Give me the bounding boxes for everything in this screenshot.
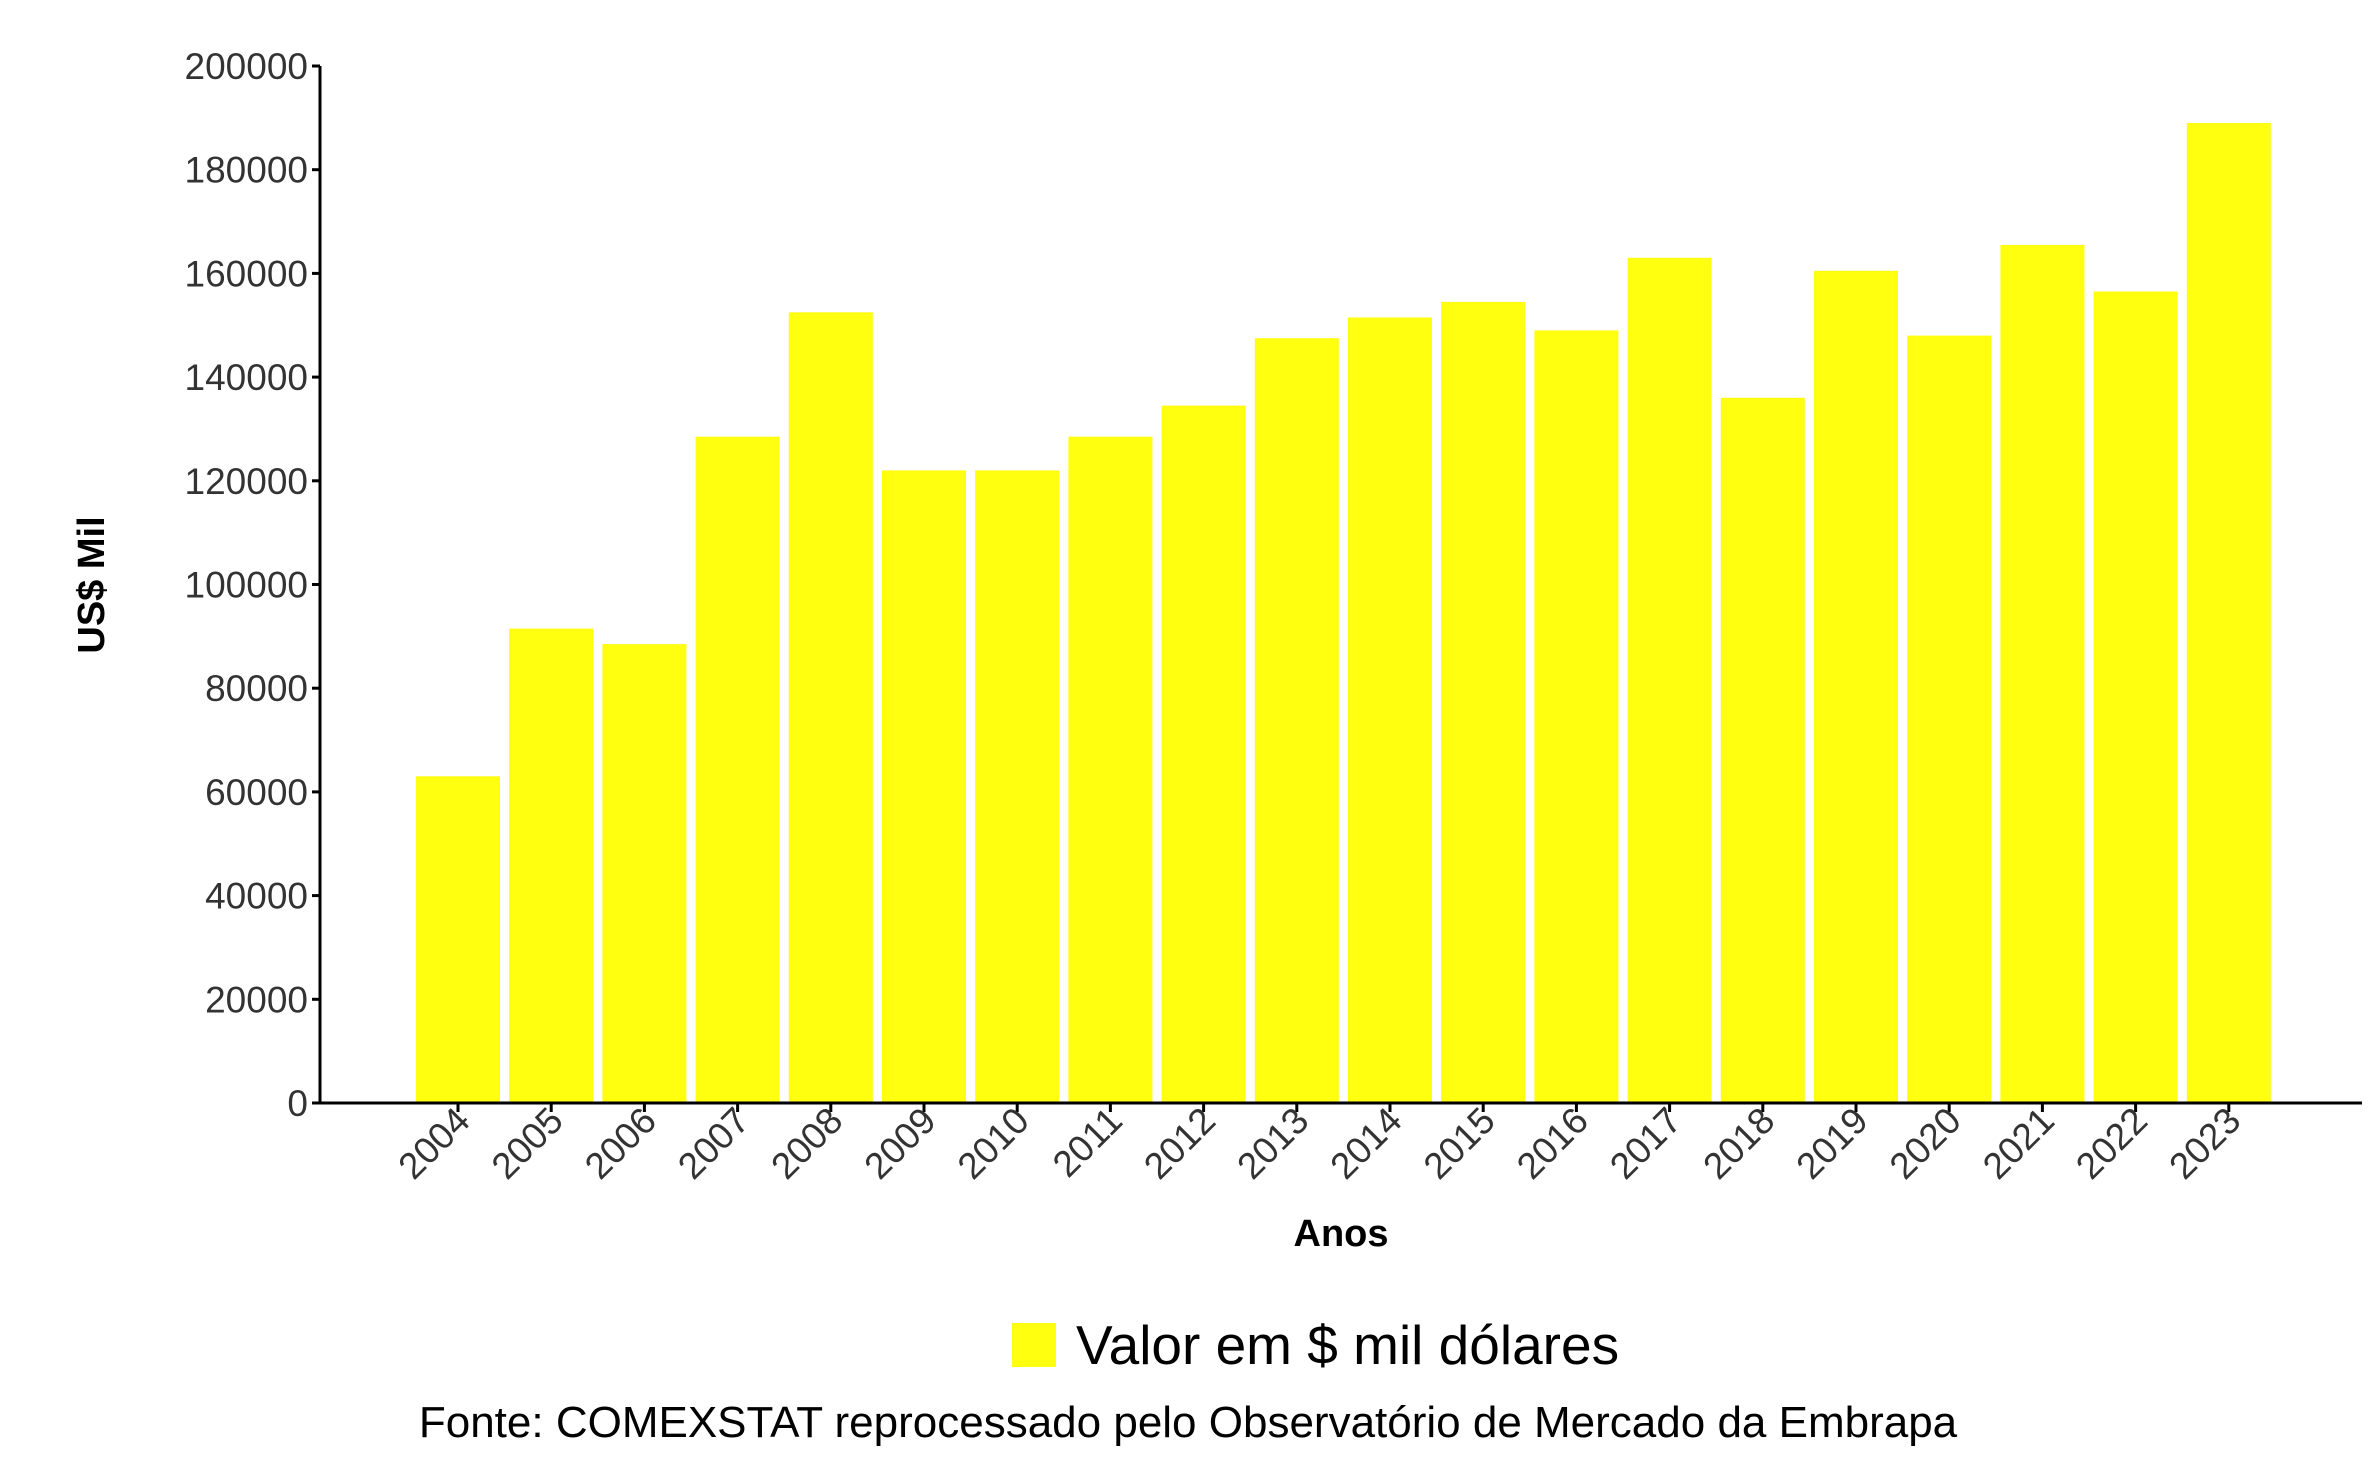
bar-2007 bbox=[695, 436, 780, 1103]
bar-2013 bbox=[1254, 338, 1339, 1103]
source-note: Fonte: COMEXSTAT reprocessado pelo Obser… bbox=[418, 1398, 1958, 1447]
x-tick-label: 2009 bbox=[856, 1100, 943, 1187]
y-tick-label: 0 bbox=[287, 1083, 308, 1124]
x-tick-label: 2022 bbox=[2068, 1100, 2155, 1187]
bar-2010 bbox=[975, 470, 1060, 1103]
bar-2005 bbox=[509, 628, 594, 1103]
bar-2015 bbox=[1441, 301, 1526, 1103]
bar-2023 bbox=[2186, 123, 2271, 1103]
y-axis-title: US$ Mil bbox=[71, 516, 113, 653]
bar-2004 bbox=[416, 776, 500, 1103]
x-tick-label: 2016 bbox=[1509, 1100, 1596, 1187]
bar-2018 bbox=[1720, 397, 1805, 1103]
x-tick-label: 2023 bbox=[2161, 1100, 2248, 1187]
legend-label: Valor em $ mil dólares bbox=[1076, 1314, 1620, 1376]
y-tick-label: 180000 bbox=[185, 150, 308, 191]
bar-2017 bbox=[1627, 257, 1712, 1103]
bars-group bbox=[416, 123, 2271, 1104]
y-tick-label: 120000 bbox=[185, 461, 308, 502]
bar-2021 bbox=[2000, 244, 2085, 1103]
x-tick-label: 2005 bbox=[484, 1100, 571, 1187]
x-tick-label: 2017 bbox=[1602, 1100, 1689, 1187]
x-tick-label: 2013 bbox=[1229, 1100, 1316, 1187]
bar-2009 bbox=[882, 470, 966, 1103]
y-tick-label: 160000 bbox=[185, 253, 308, 294]
y-tick-label: 200000 bbox=[185, 46, 308, 87]
bar-2011 bbox=[1068, 436, 1153, 1103]
x-tick-label: 2020 bbox=[1882, 1100, 1969, 1187]
y-tick-label: 20000 bbox=[205, 979, 308, 1020]
x-tick-label: 2015 bbox=[1416, 1100, 1503, 1187]
legend: Valor em $ mil dólares bbox=[1012, 1310, 1619, 1380]
bar-chart: 0 20000 40000 60000 80000 100000 120000 140000 1… bbox=[71, 46, 2362, 1255]
y-tick-label: 40000 bbox=[205, 876, 308, 917]
bar-2012 bbox=[1161, 405, 1246, 1104]
x-tick-label: 2010 bbox=[950, 1100, 1037, 1187]
x-tick-label: 2018 bbox=[1695, 1100, 1782, 1187]
x-tick-label: 2019 bbox=[1788, 1100, 1875, 1187]
bar-2014 bbox=[1348, 317, 1432, 1103]
x-tick-label: 2008 bbox=[763, 1100, 850, 1187]
y-tick-label: 140000 bbox=[185, 357, 308, 398]
bar-2006 bbox=[602, 644, 687, 1103]
y-tick-label: 80000 bbox=[205, 668, 308, 709]
x-axis-ticks: 2004 2005 2006 2007 2008 2009 2010 2011 2012 2013… bbox=[390, 1100, 2248, 1187]
x-axis-title: Anos bbox=[1294, 1213, 1389, 1255]
bar-2016 bbox=[1534, 330, 1619, 1103]
x-tick-label: 2004 bbox=[390, 1100, 477, 1187]
y-tick-label: 100000 bbox=[185, 565, 308, 606]
bar-2008 bbox=[788, 312, 873, 1103]
x-tick-label: 2021 bbox=[1975, 1100, 2062, 1187]
legend-swatch bbox=[1012, 1323, 1056, 1367]
bar-2022 bbox=[2093, 291, 2178, 1103]
bar-2019 bbox=[1814, 270, 1898, 1103]
x-tick-label: 2006 bbox=[577, 1100, 664, 1187]
x-tick-label: 2011 bbox=[1045, 1100, 1130, 1185]
x-tick-label: 2007 bbox=[670, 1100, 757, 1187]
x-tick-label: 2014 bbox=[1322, 1100, 1409, 1187]
y-tick-label: 60000 bbox=[205, 772, 308, 813]
bar-2020 bbox=[1907, 335, 1992, 1104]
y-axis-ticks: 0 20000 40000 60000 80000 100000 120000 140000 1… bbox=[185, 46, 320, 1124]
x-tick-label: 2012 bbox=[1136, 1100, 1223, 1187]
